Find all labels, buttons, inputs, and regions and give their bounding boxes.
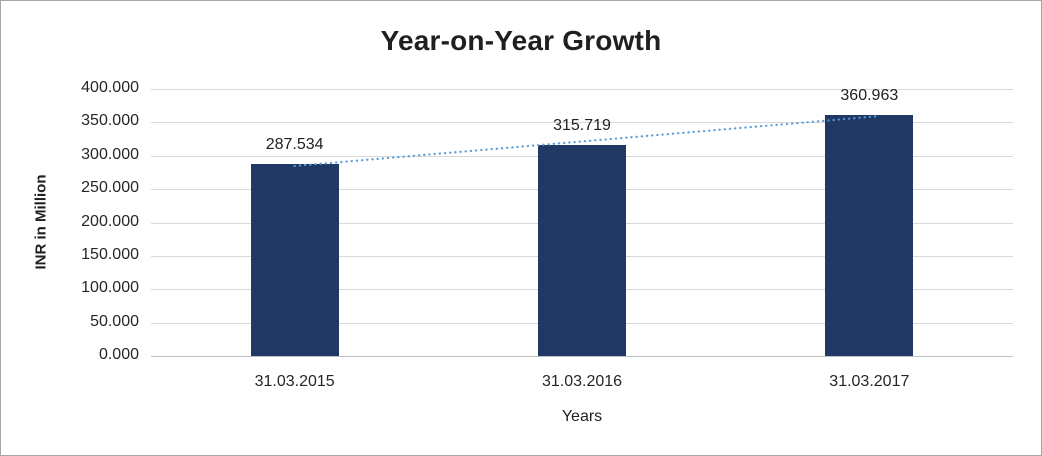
bar-value-label: 360.963 [840,87,899,105]
y-axis-title: INR in Million [32,174,50,270]
bar-value-label: 315.719 [553,117,611,135]
x-tick-label: 31.03.2016 [541,373,623,390]
y-tick-label: 0.000 [98,346,139,363]
y-tick-label: 100.000 [81,279,139,297]
y-tick-label: 400.000 [81,79,139,96]
bar [250,164,339,356]
chart-title: Year-on-Year Growth [380,25,662,56]
bar [825,115,914,356]
x-tick-label: 31.03.2015 [254,373,335,390]
x-axis-line [151,356,1013,357]
gridline [151,89,1013,90]
y-tick-label: 200.000 [81,212,139,230]
y-tick-label: 350.000 [81,112,139,130]
bar-value-label: 287.534 [265,136,324,154]
y-tick-label: 250.000 [81,179,139,197]
y-tick-label: 50.000 [90,312,139,330]
y-tick-label: 300.000 [81,145,139,163]
x-tick-label: 31.03.2017 [829,373,910,390]
x-axis-title: Years [561,408,603,425]
y-tick-label: 150.000 [81,245,139,263]
bar [538,145,626,356]
